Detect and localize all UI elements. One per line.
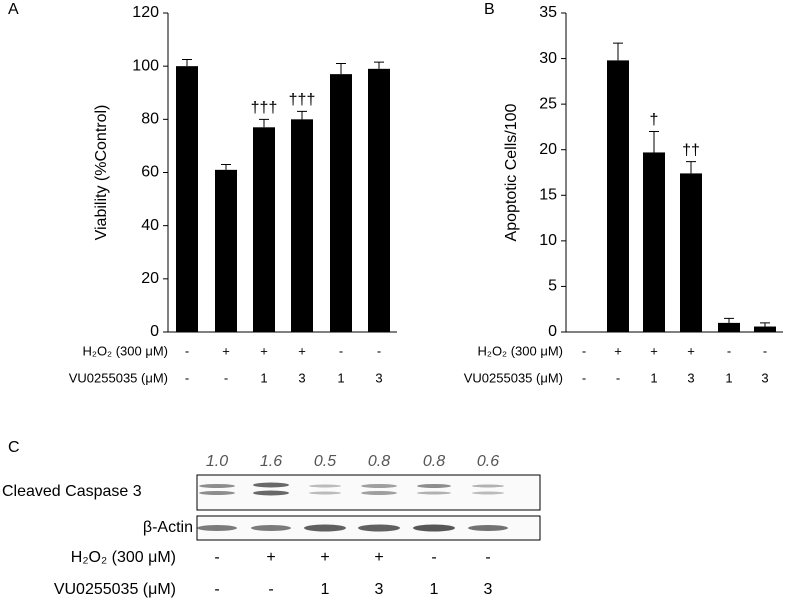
y-tick-label: 25: [539, 95, 557, 112]
treatment-value: -: [377, 343, 381, 358]
treatment-value: 3: [484, 581, 493, 598]
blot-row-label: Cleaved Caspase 3: [2, 483, 142, 500]
treatment-value: +: [298, 343, 306, 358]
bar: [215, 169, 237, 332]
treatment-label: H₂O₂ (300 μM): [71, 549, 176, 566]
y-tick-label: 30: [539, 50, 557, 67]
error-bar: [686, 161, 696, 174]
treatment-value: -: [485, 549, 490, 566]
blot-row-label: β-Actin: [143, 519, 193, 536]
y-tick-label: 5: [548, 278, 557, 295]
treatment-value: 1: [725, 370, 732, 385]
treatment-value: -: [268, 581, 273, 598]
significance-mark: †: [650, 112, 659, 129]
bar: [291, 119, 313, 332]
y-tick-label: 10: [539, 232, 557, 249]
error-bar: [760, 322, 770, 327]
bar: [253, 127, 275, 332]
y-tick-label: 40: [141, 217, 159, 234]
y-tick-label: 100: [132, 57, 159, 74]
y-tick-label: 20: [539, 141, 557, 158]
panel-label: A: [8, 1, 19, 18]
y-tick-label: 0: [150, 323, 159, 340]
treatment-value: 1: [430, 581, 439, 598]
error-bar: [297, 110, 307, 120]
treatment-label: VU0255035 (μM): [464, 370, 563, 385]
bar: [643, 152, 665, 332]
treatment-value: +: [260, 343, 268, 358]
error-bar: [259, 118, 269, 128]
treatment-value: 1: [650, 370, 657, 385]
y-tick-label: 35: [539, 4, 557, 21]
panel-label: C: [8, 439, 20, 456]
error-bar: [221, 164, 231, 170]
densitometry-value: 1.0: [206, 453, 228, 470]
treatment-label: VU0255035 (μM): [54, 581, 176, 598]
treatment-label: H₂O₂ (300 μM): [478, 343, 563, 358]
densitometry-value: 0.8: [368, 453, 390, 470]
densitometry-value: 1.6: [260, 453, 282, 470]
y-tick-label: 60: [141, 164, 159, 181]
error-bar: [724, 317, 734, 323]
treatment-value: 3: [375, 370, 382, 385]
error-bar: [336, 63, 346, 75]
error-bar: [613, 42, 623, 61]
densitometry-value: 0.8: [423, 453, 445, 470]
significance-mark: †††: [251, 100, 278, 117]
treatment-value: -: [214, 549, 219, 566]
densitometry-value: 0.6: [477, 453, 499, 470]
treatment-value: +: [650, 343, 658, 358]
treatment-value: +: [222, 343, 230, 358]
bar: [680, 173, 702, 332]
bar: [718, 322, 740, 332]
error-bar: [374, 61, 384, 69]
bar: [368, 68, 390, 332]
treatment-value: -: [582, 343, 586, 358]
treatment-value: 1: [321, 581, 330, 598]
bands: [197, 482, 508, 532]
treatment-value: -: [727, 343, 731, 358]
significance-mark: †††: [289, 92, 316, 109]
treatment-value: -: [214, 581, 219, 598]
treatment-value: -: [763, 343, 767, 358]
treatment-value: +: [614, 343, 622, 358]
bar: [754, 326, 776, 332]
treatment-value: -: [185, 370, 189, 385]
y-axis-label: Viability (%Control): [93, 105, 110, 241]
treatment-value: -: [339, 343, 343, 358]
treatment-value: 1: [337, 370, 344, 385]
significance-mark: ††: [682, 142, 700, 159]
y-tick-label: 15: [539, 187, 557, 204]
treatment-label: VU0255035 (μM): [69, 370, 168, 385]
treatment-value: 3: [687, 370, 694, 385]
treatment-value: 1: [260, 370, 267, 385]
treatment-value: -: [185, 343, 189, 358]
treatment-value: 3: [761, 370, 768, 385]
treatment-value: +: [687, 343, 695, 358]
treatment-label: H₂O₂ (300 μM): [83, 343, 168, 358]
treatment-value: -: [431, 549, 436, 566]
treatment-value: -: [616, 370, 620, 385]
treatment-value: 3: [298, 370, 305, 385]
bar: [607, 60, 629, 332]
densitometry-value: 0.5: [314, 453, 336, 470]
treatment-value: +: [266, 549, 275, 566]
error-bar: [649, 130, 659, 153]
y-axis-label: Apoptotic Cells/100: [503, 103, 520, 241]
y-tick-label: 20: [141, 270, 159, 287]
bar: [176, 66, 198, 333]
treatment-value: +: [320, 549, 329, 566]
y-tick-label: 0: [548, 323, 557, 340]
treatment-value: +: [374, 549, 383, 566]
error-bar: [182, 59, 192, 67]
y-tick-label: 80: [141, 111, 159, 128]
panel-label: B: [484, 1, 495, 18]
treatment-value: -: [224, 370, 228, 385]
y-tick-label: 120: [132, 4, 159, 21]
bar: [330, 74, 352, 333]
treatment-value: -: [582, 370, 586, 385]
treatment-value: 3: [375, 581, 384, 598]
